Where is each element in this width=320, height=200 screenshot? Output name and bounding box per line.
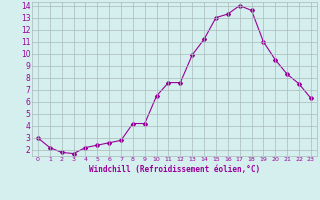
X-axis label: Windchill (Refroidissement éolien,°C): Windchill (Refroidissement éolien,°C) (89, 165, 260, 174)
